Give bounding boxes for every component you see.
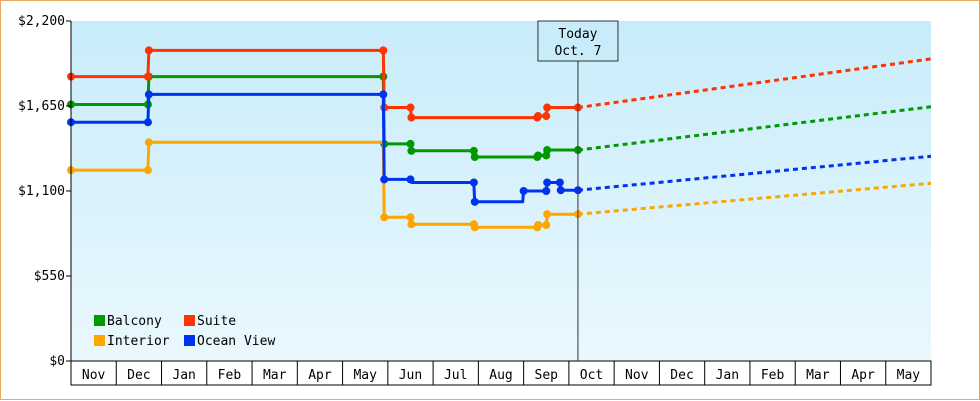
x-tick-label: Sep bbox=[535, 368, 559, 383]
data-point bbox=[542, 187, 551, 195]
x-tick-label: Feb bbox=[218, 368, 242, 383]
data-point bbox=[406, 175, 415, 184]
x-tick-label: Jun bbox=[399, 368, 422, 383]
data-point bbox=[543, 146, 552, 155]
data-point bbox=[534, 151, 543, 160]
data-point bbox=[380, 213, 389, 222]
series-suite bbox=[67, 46, 932, 122]
y-tick-label: $1,650 bbox=[18, 99, 65, 114]
x-tick-label: Mar bbox=[806, 368, 830, 383]
data-point bbox=[542, 112, 551, 121]
data-point bbox=[470, 223, 479, 232]
data-point bbox=[469, 178, 478, 187]
data-point bbox=[380, 175, 389, 184]
data-point bbox=[469, 146, 478, 155]
data-point bbox=[407, 146, 416, 155]
today-box bbox=[537, 20, 619, 62]
today-marker: Today Oct. 7 bbox=[537, 20, 619, 361]
legend-label: Balcony bbox=[107, 314, 162, 329]
x-tick-label: Jan bbox=[716, 368, 739, 383]
series-interior bbox=[67, 138, 932, 232]
x-tick-label: May bbox=[353, 368, 377, 383]
x-tick-label: Apr bbox=[308, 368, 332, 383]
data-point bbox=[406, 213, 415, 222]
x-tick-label: May bbox=[897, 368, 921, 383]
series-line bbox=[71, 92, 578, 204]
y-tick-label: $1,100 bbox=[18, 184, 65, 199]
x-tick-label: Jul bbox=[444, 368, 467, 383]
legend-label: Suite bbox=[197, 314, 236, 329]
data-point bbox=[406, 139, 415, 148]
data-point bbox=[543, 103, 552, 112]
data-point bbox=[143, 72, 152, 81]
legend-swatch bbox=[184, 315, 195, 326]
data-point bbox=[555, 178, 564, 187]
y-tick-label: $0 bbox=[49, 354, 65, 369]
data-point bbox=[407, 220, 416, 229]
x-tick-label: Nov bbox=[82, 368, 106, 383]
plot-background bbox=[71, 21, 931, 361]
data-point bbox=[543, 210, 552, 219]
data-point bbox=[543, 178, 552, 187]
legend-swatch bbox=[94, 315, 105, 326]
legend-swatch bbox=[184, 335, 195, 346]
x-tick-label: Feb bbox=[761, 368, 785, 383]
data-point bbox=[144, 138, 153, 147]
data-point bbox=[534, 221, 543, 229]
series-ocean-view bbox=[67, 90, 932, 206]
data-point bbox=[534, 112, 543, 121]
data-point bbox=[519, 187, 528, 195]
data-point bbox=[143, 166, 152, 175]
legend: Balcony Suite Interior Ocean View bbox=[94, 314, 275, 349]
x-tick-label: Dec bbox=[670, 368, 693, 383]
data-point bbox=[379, 90, 388, 99]
x-tick-label: Jan bbox=[172, 368, 195, 383]
data-point bbox=[470, 153, 479, 161]
data-point bbox=[556, 186, 565, 195]
data-point bbox=[144, 46, 153, 55]
data-point bbox=[470, 197, 479, 206]
data-point bbox=[379, 46, 388, 55]
today-date: Oct. 7 bbox=[554, 44, 601, 59]
x-tick-label: Nov bbox=[625, 368, 649, 383]
y-tick-label: $2,200 bbox=[18, 14, 65, 29]
today-label: Today bbox=[558, 27, 597, 42]
data-point bbox=[143, 118, 152, 127]
legend-label: Ocean View bbox=[197, 334, 275, 349]
axes-layer: Nov Dec Jan Feb Mar Apr May Jun Jul Aug Sep Oct Nov D… bbox=[18, 14, 932, 386]
x-tick-label: Dec bbox=[127, 368, 150, 383]
legend-swatch bbox=[94, 335, 105, 346]
x-tick-label: Oct bbox=[580, 368, 603, 383]
y-tick-label: $550 bbox=[34, 269, 65, 284]
data-point bbox=[406, 103, 415, 112]
legend-label: Interior bbox=[107, 334, 170, 349]
data-point bbox=[542, 221, 551, 229]
data-point bbox=[144, 90, 153, 99]
x-tick-label: Apr bbox=[851, 368, 875, 383]
x-tick-label: Aug bbox=[489, 368, 512, 383]
x-tick-label: Mar bbox=[263, 368, 287, 383]
data-point bbox=[407, 113, 416, 122]
